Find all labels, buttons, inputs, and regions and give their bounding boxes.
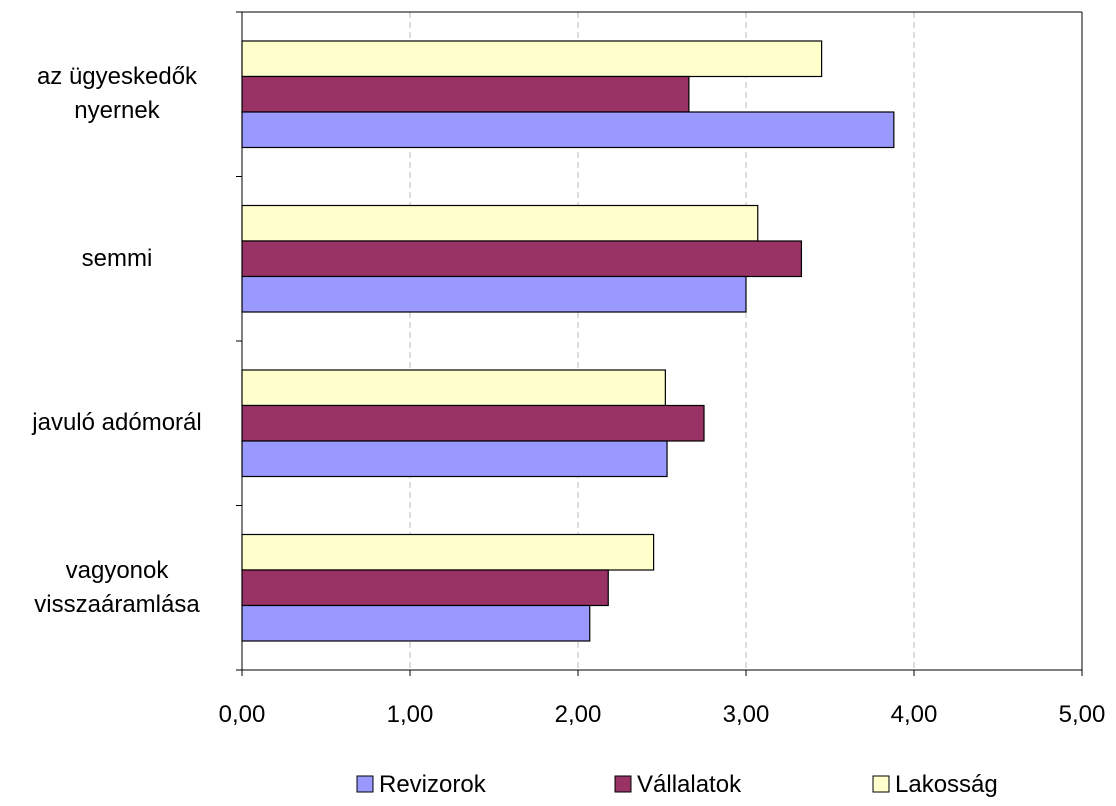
x-tick-label: 1,00 [387, 701, 434, 728]
x-tick-label: 5,00 [1059, 701, 1106, 728]
legend-swatch [872, 775, 890, 793]
bar [241, 275, 747, 313]
bar [241, 111, 895, 149]
bar [241, 75, 690, 113]
bar [241, 569, 609, 607]
x-tick-label: 3,00 [723, 701, 770, 728]
y-tick-label: semmi [81, 244, 153, 272]
bar [241, 204, 759, 242]
bar [241, 440, 668, 478]
x-tick-label: 4,00 [891, 701, 938, 728]
legend-label: Vállalatok [637, 771, 742, 798]
bar [241, 604, 591, 642]
y-tick-label: az ügyeskedők nyernek [36, 63, 198, 125]
bar [241, 240, 803, 278]
y-tick-label: javuló adómorál [32, 409, 202, 437]
legend-label: Revizorok [379, 771, 487, 798]
legend-swatch [356, 775, 374, 793]
x-tick-label: 0,00 [219, 701, 266, 728]
y-tick-label: vagyonok visszaáramlása [34, 556, 200, 618]
bar [241, 40, 823, 78]
bar [241, 369, 666, 407]
legend-label: Lakosság [895, 771, 998, 798]
bar [241, 533, 655, 571]
x-tick-label: 2,00 [555, 701, 602, 728]
bar [241, 404, 705, 442]
legend-swatch [614, 775, 632, 793]
